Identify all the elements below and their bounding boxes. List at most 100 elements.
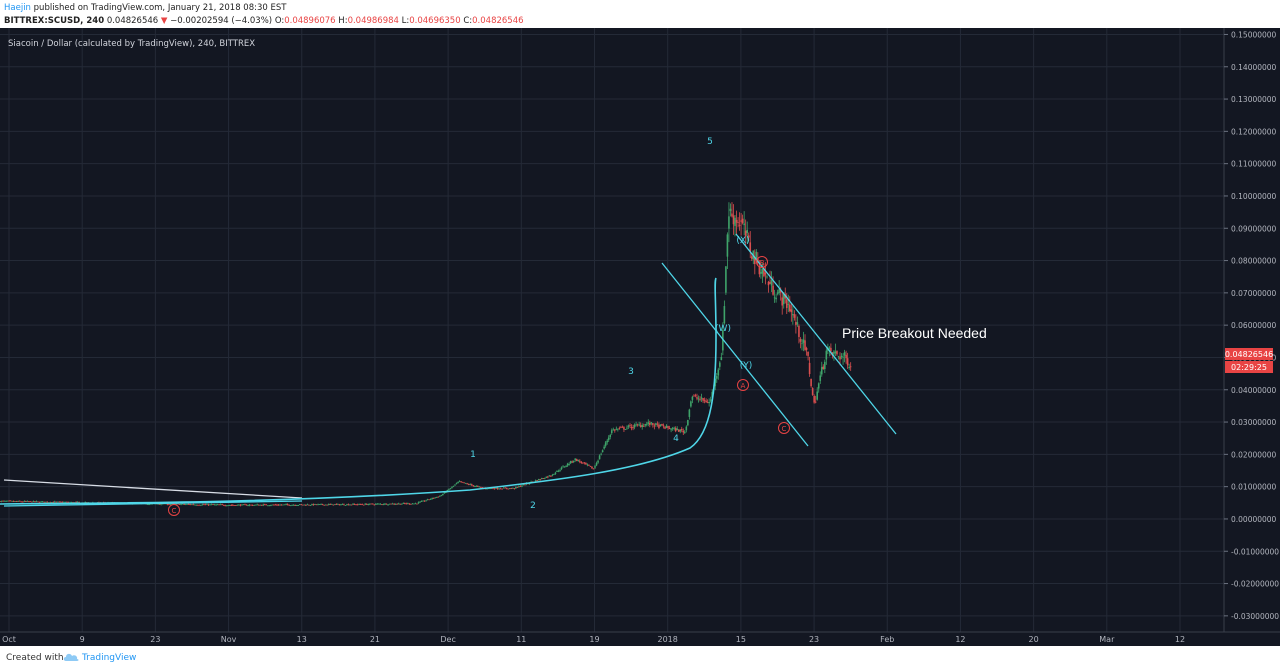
candle-body <box>682 430 685 433</box>
candle-body <box>641 425 643 428</box>
tradingview-link[interactable]: TradingView <box>82 653 137 663</box>
candle-body <box>690 401 692 407</box>
candle-body <box>849 366 852 368</box>
y-tick-label: 0.00000000 <box>1231 515 1277 524</box>
candle-body <box>802 339 805 343</box>
candle-body <box>677 429 680 432</box>
author-link[interactable]: Haejin <box>4 3 31 13</box>
candle-body <box>327 504 330 506</box>
candle-body <box>766 276 768 278</box>
candle-body <box>770 280 773 286</box>
candle-body <box>58 501 61 503</box>
candle-body <box>720 357 723 361</box>
candle-body <box>464 482 467 484</box>
candle-body <box>168 504 170 506</box>
candle-body <box>6 500 9 502</box>
candle-body <box>428 499 430 501</box>
parabolic-curve[interactable] <box>0 277 717 505</box>
candle-body <box>776 292 779 294</box>
price-chart[interactable]: 1 2 3 4 5 (W) (X) (Y) A B C C Price Brea… <box>0 28 1280 646</box>
candle-body <box>3 500 6 502</box>
candle-body <box>744 230 747 237</box>
candle-body <box>715 376 718 379</box>
candle-body <box>808 362 811 375</box>
candle-body <box>521 485 523 487</box>
wave-label-y: (Y) <box>740 361 753 371</box>
candle-body <box>843 352 846 356</box>
candle-body <box>9 500 12 502</box>
candle-body <box>192 504 195 506</box>
candle-body <box>171 503 173 505</box>
candle-body <box>493 488 496 490</box>
candle-body <box>702 398 704 401</box>
candle-body <box>277 504 280 506</box>
candle-body <box>385 503 388 505</box>
candle-body <box>373 504 376 506</box>
candle-body <box>420 501 423 502</box>
candle-body <box>388 503 391 505</box>
candle-body <box>731 213 733 217</box>
candle-body <box>22 501 24 503</box>
y-tick-label: 0.08000000 <box>1231 257 1277 266</box>
svg-text:C: C <box>782 425 787 433</box>
candle-body <box>650 422 653 424</box>
candle-body <box>655 423 657 425</box>
candle-body <box>8 500 10 502</box>
candle-body <box>743 223 745 226</box>
candle-body <box>705 400 707 403</box>
candle-body <box>635 424 637 426</box>
candle-body <box>172 503 175 505</box>
candle-body <box>630 426 633 429</box>
candle-body <box>807 351 809 356</box>
candle-body <box>577 459 580 461</box>
triangle-bottom-line[interactable] <box>3 500 303 507</box>
candle-body <box>467 484 470 485</box>
candle-body <box>12 501 15 503</box>
candle-body <box>653 425 656 427</box>
candle-body <box>574 458 577 461</box>
x-tick-label: 20 <box>1029 635 1039 644</box>
y-tick-label: 0.10000000 <box>1231 192 1277 201</box>
candle-body <box>78 501 80 503</box>
candle-body <box>505 487 508 489</box>
candle-body <box>711 392 713 398</box>
candle-body <box>673 427 675 429</box>
candle-body <box>580 461 583 463</box>
candle-body <box>265 504 268 506</box>
candle-body <box>545 476 548 478</box>
candle-body <box>586 464 589 466</box>
candle-body <box>228 505 231 506</box>
candle-body <box>200 505 202 506</box>
triangle-top-line[interactable] <box>3 479 303 499</box>
candle-body <box>333 504 336 506</box>
candle-body <box>338 504 341 506</box>
candle-body <box>670 429 672 431</box>
candle-body <box>617 428 619 430</box>
candle-body <box>510 488 513 490</box>
x-tick-label: 23 <box>150 635 160 644</box>
candle-body <box>312 504 315 506</box>
candle-body <box>627 425 630 427</box>
candle-body <box>571 461 573 463</box>
x-tick-label: Feb <box>880 635 894 644</box>
price-axis[interactable] <box>1224 28 1280 632</box>
candle-body <box>50 502 53 503</box>
candle-body <box>408 503 411 505</box>
candle-body <box>297 505 300 506</box>
candle-body <box>400 503 403 505</box>
candle-body <box>785 299 788 308</box>
candle-body <box>658 424 660 428</box>
candle-body <box>396 503 398 505</box>
candle-body <box>438 495 441 497</box>
candle-body <box>381 504 383 505</box>
candle-body <box>633 424 636 428</box>
candle-body <box>592 468 595 470</box>
candle-body <box>442 494 444 496</box>
candle-body <box>761 269 764 274</box>
candle-body <box>728 216 730 229</box>
lower-channel-line[interactable] <box>661 262 809 447</box>
candle-body <box>254 504 257 506</box>
x-tick-label: Oct <box>2 635 16 644</box>
x-tick-label: 9 <box>80 635 85 644</box>
candle-body <box>419 501 421 503</box>
